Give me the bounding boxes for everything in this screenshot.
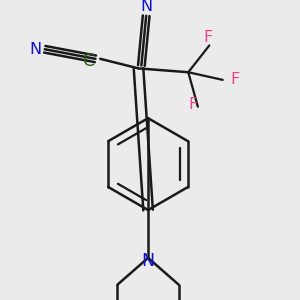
Text: F: F xyxy=(204,30,213,45)
Text: N: N xyxy=(142,252,154,270)
Text: F: F xyxy=(188,98,198,112)
Text: N: N xyxy=(29,42,41,57)
Text: F: F xyxy=(230,72,240,87)
Text: N: N xyxy=(140,0,152,14)
Text: C: C xyxy=(83,52,95,70)
